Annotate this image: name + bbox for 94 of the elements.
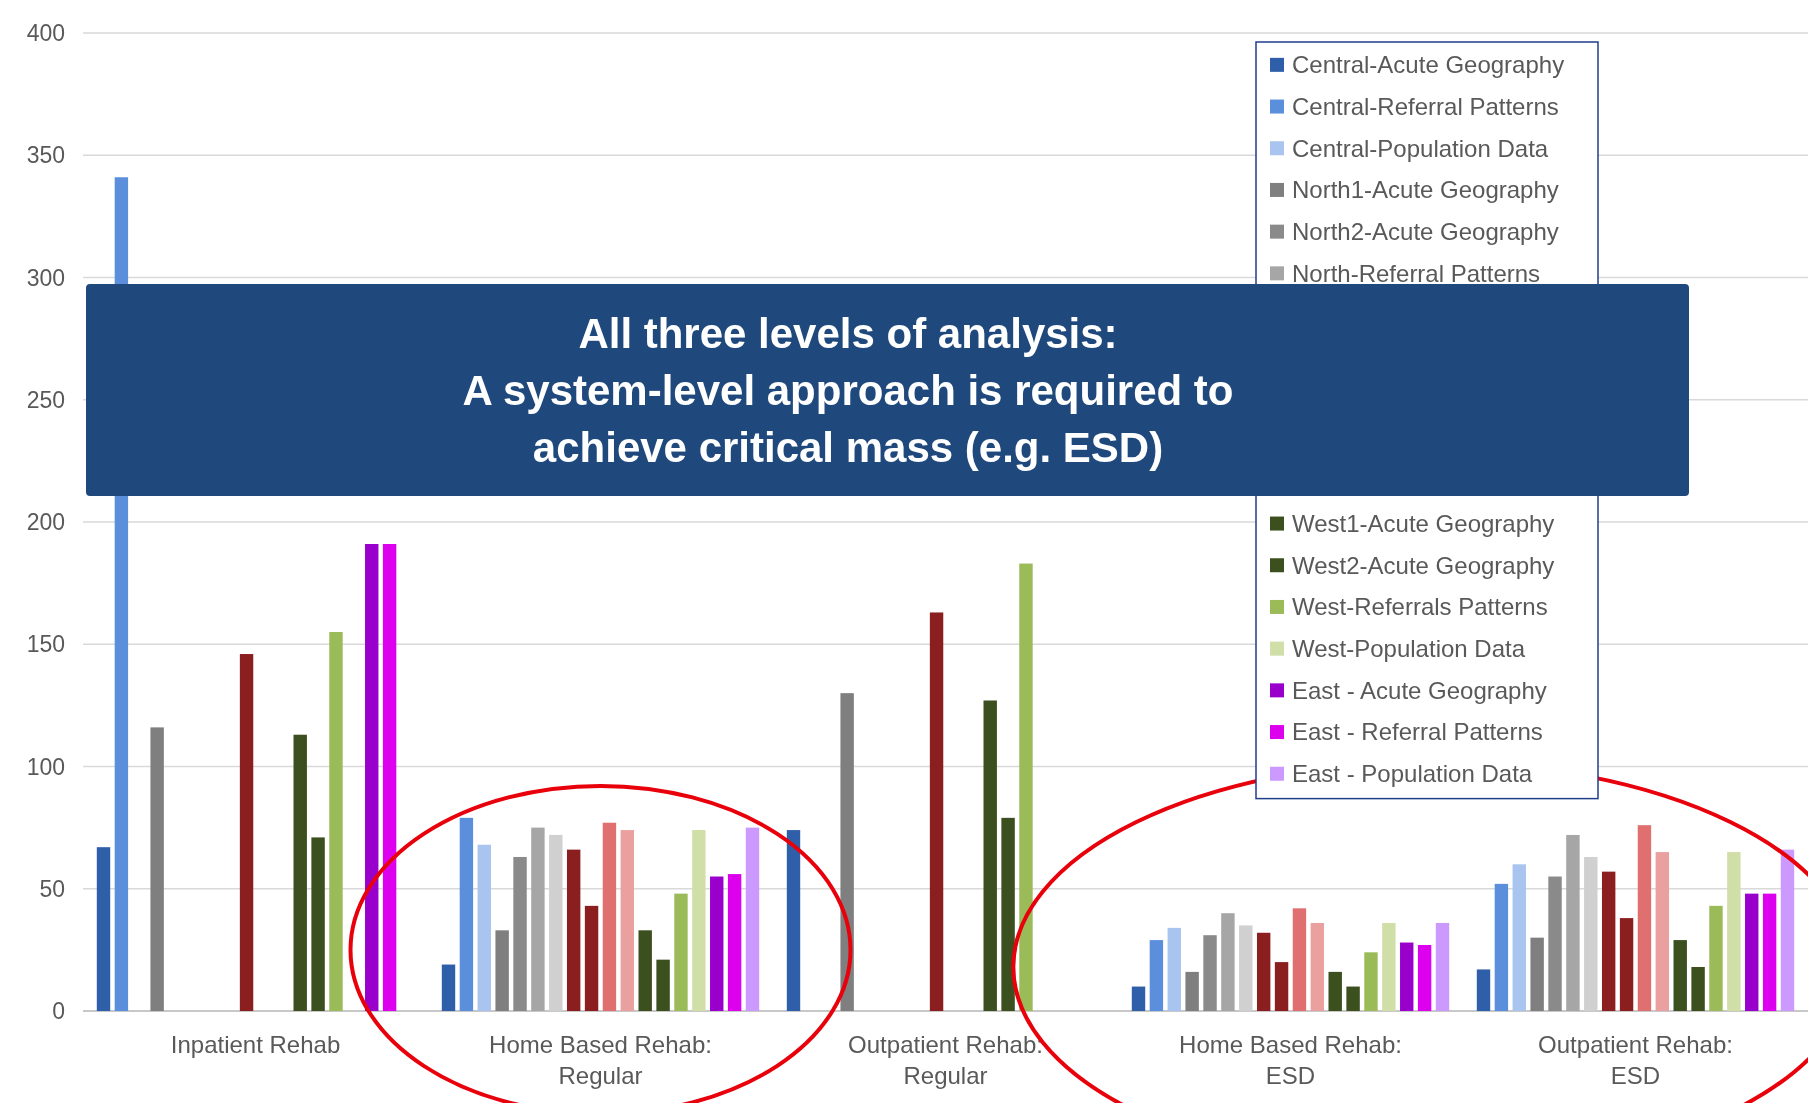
bar	[1131, 986, 1146, 1011]
x-tick-label: Home Based Rehab: Regular	[489, 1031, 712, 1089]
legend-label: North1-Acute Geography	[1292, 176, 1559, 204]
bar	[1709, 905, 1723, 1011]
y-tick-label: 250	[26, 386, 65, 413]
bar	[1566, 834, 1580, 1011]
bar	[459, 817, 474, 1011]
y-tick-label: 350	[26, 142, 65, 169]
y-tick-label: 0	[52, 998, 65, 1025]
bar	[692, 830, 706, 1011]
y-tick-label: 50	[39, 875, 65, 902]
legend-label: Central-Acute Geography	[1292, 51, 1565, 79]
bar	[584, 905, 599, 1011]
bar	[1762, 893, 1777, 1011]
bar	[710, 876, 724, 1011]
bar	[1655, 852, 1670, 1011]
bar	[1435, 922, 1450, 1011]
bar	[929, 612, 944, 1011]
annotation: All three levels of analysis: A system-level approach is required to achieve critical mass (e.g. ESD)	[462, 309, 1234, 471]
legend-label: North-Referral Patterns	[1292, 259, 1541, 287]
bar	[1548, 876, 1562, 1011]
bar	[1400, 942, 1414, 1011]
bar	[1637, 825, 1652, 1011]
bar	[1727, 852, 1741, 1011]
x-tick-label: Outpatient Rehab: Regular	[848, 1031, 1043, 1089]
bar	[1364, 952, 1378, 1011]
x-tick-label: Outpatient Rehab: ESD	[1538, 1031, 1733, 1089]
bar	[786, 830, 801, 1011]
bar	[1167, 927, 1181, 1011]
bar	[1346, 986, 1360, 1011]
bar	[1185, 971, 1199, 1011]
bar	[495, 930, 509, 1011]
y-tick-label: 150	[26, 631, 65, 658]
legend-label: Central-Referral Patterns	[1292, 92, 1559, 120]
x-tick-label: Home Based Rehab: ESD	[1179, 1031, 1402, 1089]
y-tick-label: 100	[26, 753, 65, 780]
x-tick-label: Inpatient Rehab	[170, 1031, 341, 1058]
bar	[602, 822, 617, 1011]
bar	[1001, 817, 1015, 1011]
bar	[239, 654, 254, 1011]
bar	[840, 693, 854, 1011]
bar	[638, 930, 652, 1011]
bar	[566, 849, 581, 1011]
legend-label: East - Referral Patterns	[1292, 718, 1543, 746]
legend-label: West-Referrals Patterns	[1292, 593, 1548, 621]
bar	[1601, 871, 1616, 1011]
bar	[1417, 944, 1432, 1011]
bar	[745, 827, 760, 1011]
bar	[150, 727, 164, 1011]
bar	[983, 700, 997, 1011]
bar	[1673, 940, 1687, 1011]
bar	[96, 847, 111, 1011]
bar	[1476, 969, 1491, 1011]
legend-label: West-Population Data	[1292, 635, 1526, 663]
bar	[1274, 962, 1289, 1011]
bar	[1149, 940, 1164, 1011]
bar	[1382, 922, 1396, 1011]
bar	[1745, 893, 1759, 1011]
legend-label: North2-Acute Geography	[1292, 218, 1559, 246]
bar	[365, 544, 379, 1011]
bar	[477, 844, 491, 1011]
bar	[329, 632, 343, 1011]
bar	[1256, 932, 1271, 1011]
bar	[1328, 971, 1342, 1011]
bar	[656, 959, 670, 1011]
bar	[1019, 563, 1033, 1011]
legend-label: East - Population Data	[1292, 760, 1533, 788]
bar	[382, 544, 397, 1011]
legend-label: West2-Acute Geography	[1292, 551, 1555, 579]
bar	[1512, 864, 1526, 1011]
bar	[531, 827, 545, 1011]
bar	[513, 856, 527, 1011]
y-tick-label: 400	[26, 20, 65, 47]
bar	[1203, 935, 1217, 1011]
legend-label: Central-Population Data	[1292, 134, 1549, 162]
bar	[1780, 849, 1795, 1011]
bar	[1239, 925, 1253, 1011]
bar	[620, 830, 635, 1011]
bar	[441, 964, 456, 1011]
legend-label: East - Acute Geography	[1292, 676, 1547, 704]
bar	[293, 734, 307, 1011]
bar	[1494, 883, 1509, 1011]
bar	[1310, 922, 1325, 1011]
bar	[1292, 908, 1307, 1011]
bar	[1530, 937, 1544, 1011]
bar	[1619, 918, 1634, 1011]
bar	[727, 874, 742, 1011]
bar	[674, 893, 688, 1011]
bar	[1221, 913, 1235, 1011]
y-tick-label: 200	[26, 509, 65, 536]
bar	[1691, 966, 1705, 1011]
y-tick-label: 300	[26, 264, 65, 291]
bar	[311, 837, 325, 1011]
legend-label: West1-Acute Geography	[1292, 509, 1555, 537]
